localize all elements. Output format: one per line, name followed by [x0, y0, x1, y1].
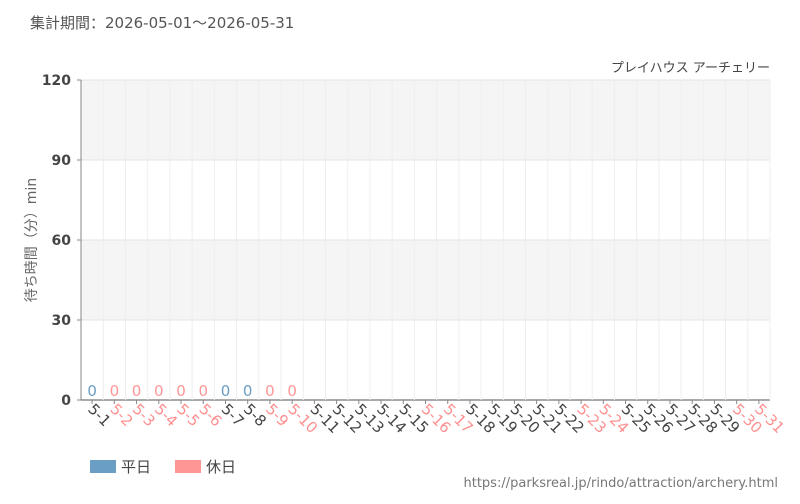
value-label: 0	[198, 382, 208, 400]
y-tick-label: 0	[61, 393, 71, 409]
value-label: 0	[287, 382, 297, 400]
value-label: 0	[221, 382, 231, 400]
legend-swatch	[175, 460, 201, 473]
y-tick-label: 60	[52, 233, 72, 249]
period: 集計期間：2026-05-01～2026-05-31	[30, 14, 294, 32]
legend-swatch	[90, 460, 116, 473]
y-axis-label: 待ち時間（分）min	[24, 178, 40, 302]
source-url: https://parksreal.jp/rindo/attraction/ar…	[464, 476, 779, 491]
y-tick-label: 120	[42, 73, 71, 89]
value-label: 0	[154, 382, 164, 400]
legend-label: 休日	[206, 458, 236, 476]
value-label: 0	[132, 382, 142, 400]
plot-band	[81, 160, 770, 240]
y-tick-label: 90	[52, 153, 72, 169]
plot-band	[81, 80, 770, 160]
plot-band	[81, 240, 770, 320]
y-tick-label: 30	[52, 313, 72, 329]
legend-label: 平日	[121, 458, 151, 476]
value-label: 0	[87, 382, 97, 400]
value-label: 0	[110, 382, 120, 400]
value-label: 0	[243, 382, 253, 400]
subtitle: プレイハウス アーチェリー	[611, 61, 770, 76]
value-label: 0	[265, 382, 275, 400]
plot-band	[81, 320, 770, 400]
value-label: 0	[176, 382, 186, 400]
